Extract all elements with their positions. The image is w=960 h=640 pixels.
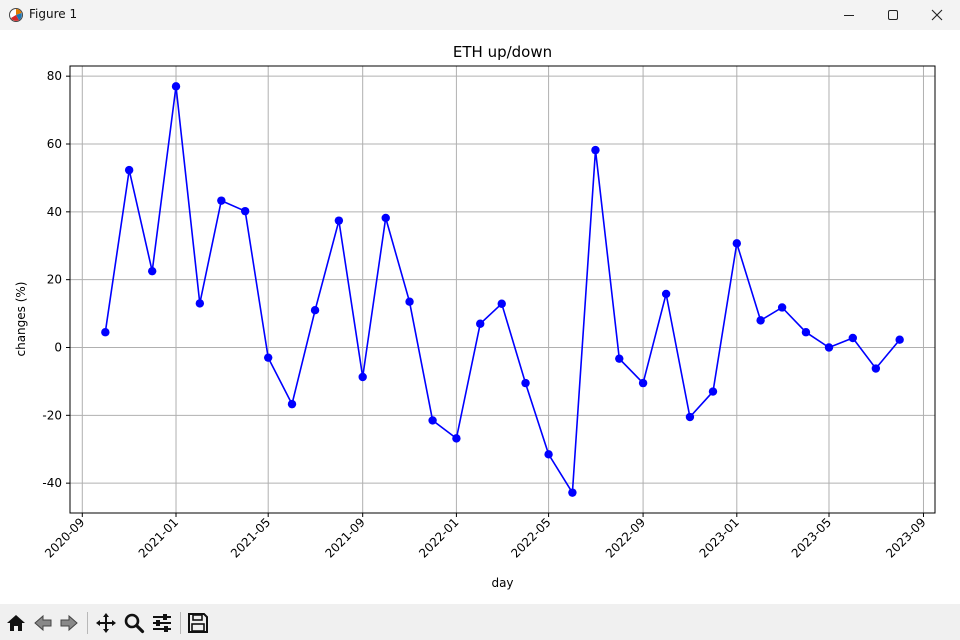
data-point	[777, 303, 787, 312]
data-point	[334, 216, 344, 225]
x-tick-label: 2021-09	[322, 515, 367, 560]
data-point	[263, 353, 273, 362]
y-tick-label: -20	[42, 408, 62, 422]
data-point	[591, 145, 600, 155]
plot-frame	[69, 65, 936, 514]
data-point	[871, 364, 881, 373]
back-arrow-icon	[34, 614, 52, 632]
data-point	[358, 372, 367, 382]
figure-canvas[interactable]: -40 -20 0 20 40 60 80 2020-09 2021-01 2021-05 2021…	[0, 30, 960, 604]
x-tick-label: 2021-05	[228, 515, 273, 560]
data-point	[452, 434, 461, 443]
data-point	[685, 412, 695, 422]
navigation-toolbar	[0, 604, 960, 640]
pan-button[interactable]	[94, 611, 118, 635]
zoom-button[interactable]	[122, 611, 146, 635]
close-icon	[931, 9, 943, 21]
data-point	[638, 378, 648, 388]
data-point	[708, 387, 718, 396]
y-tick-label: 0	[54, 340, 62, 354]
forward-arrow-icon	[60, 614, 78, 632]
x-tick-label: 2020-09	[42, 515, 87, 560]
data-point	[568, 488, 577, 497]
data-point	[217, 196, 226, 205]
data-point	[240, 206, 250, 216]
data-point	[101, 328, 110, 337]
data-point	[287, 399, 297, 409]
toolbar-divider	[180, 612, 181, 634]
y-axis-label: changes (%)	[14, 282, 28, 357]
save-button[interactable]	[186, 611, 210, 635]
x-tick-label: 2023-01	[697, 515, 742, 560]
data-point	[381, 213, 390, 223]
close-button[interactable]	[914, 0, 960, 30]
data-point	[428, 416, 437, 425]
zoom-icon	[124, 613, 145, 634]
data-point	[521, 378, 530, 388]
y-tick-label: -40	[42, 476, 62, 490]
back-button[interactable]	[31, 611, 55, 635]
x-axis-label: day	[491, 576, 513, 590]
data-point	[615, 354, 624, 363]
maximize-icon	[888, 10, 898, 20]
x-tick-label: 2023-05	[789, 515, 834, 560]
data-point	[895, 335, 904, 344]
minimize-icon	[844, 15, 854, 16]
x-tick-label: 2022-05	[508, 515, 553, 560]
data-point	[147, 266, 157, 276]
data-point	[405, 297, 414, 306]
x-tick-label: 2022-01	[416, 515, 461, 560]
y-tick-label: 40	[47, 205, 62, 219]
pan-icon	[96, 613, 116, 633]
data-point	[497, 299, 506, 308]
data-point	[310, 305, 320, 315]
data-point	[824, 343, 834, 352]
configure-subplots-button[interactable]	[150, 611, 174, 635]
x-tick-label: 2021-01	[136, 515, 181, 560]
maximize-button[interactable]	[870, 0, 916, 30]
data-point	[171, 82, 181, 91]
toolbar-divider	[87, 612, 88, 634]
save-icon	[188, 613, 208, 633]
y-tick-label: 20	[47, 273, 62, 287]
data-point	[661, 289, 671, 299]
line-chart: -40 -20 0 20 40 60 80 2020-09 2021-01 2021-05 2021…	[14, 43, 936, 590]
window-titlebar: Figure 1	[0, 0, 960, 31]
data-point	[848, 333, 858, 343]
home-button[interactable]	[4, 611, 28, 635]
configure-subplots-icon	[153, 614, 171, 632]
forward-button[interactable]	[57, 611, 81, 635]
data-point	[124, 165, 134, 175]
y-tick-label: 60	[47, 137, 62, 151]
data-point	[476, 319, 485, 328]
data-point	[801, 328, 811, 337]
series-line	[104, 86, 901, 496]
data-point	[544, 450, 553, 459]
window-title: Figure 1	[29, 7, 78, 21]
chart-title: ETH up/down	[453, 43, 552, 61]
minimize-button[interactable]	[826, 0, 872, 30]
home-icon	[7, 615, 25, 631]
x-tick-label: 2022-09	[603, 515, 648, 560]
y-tick-label: 80	[47, 69, 62, 83]
matplotlib-figure-icon	[9, 8, 23, 22]
data-point	[195, 299, 205, 308]
data-point	[732, 239, 742, 248]
data-point	[756, 316, 765, 325]
x-tick-label: 2023-09	[883, 515, 928, 560]
